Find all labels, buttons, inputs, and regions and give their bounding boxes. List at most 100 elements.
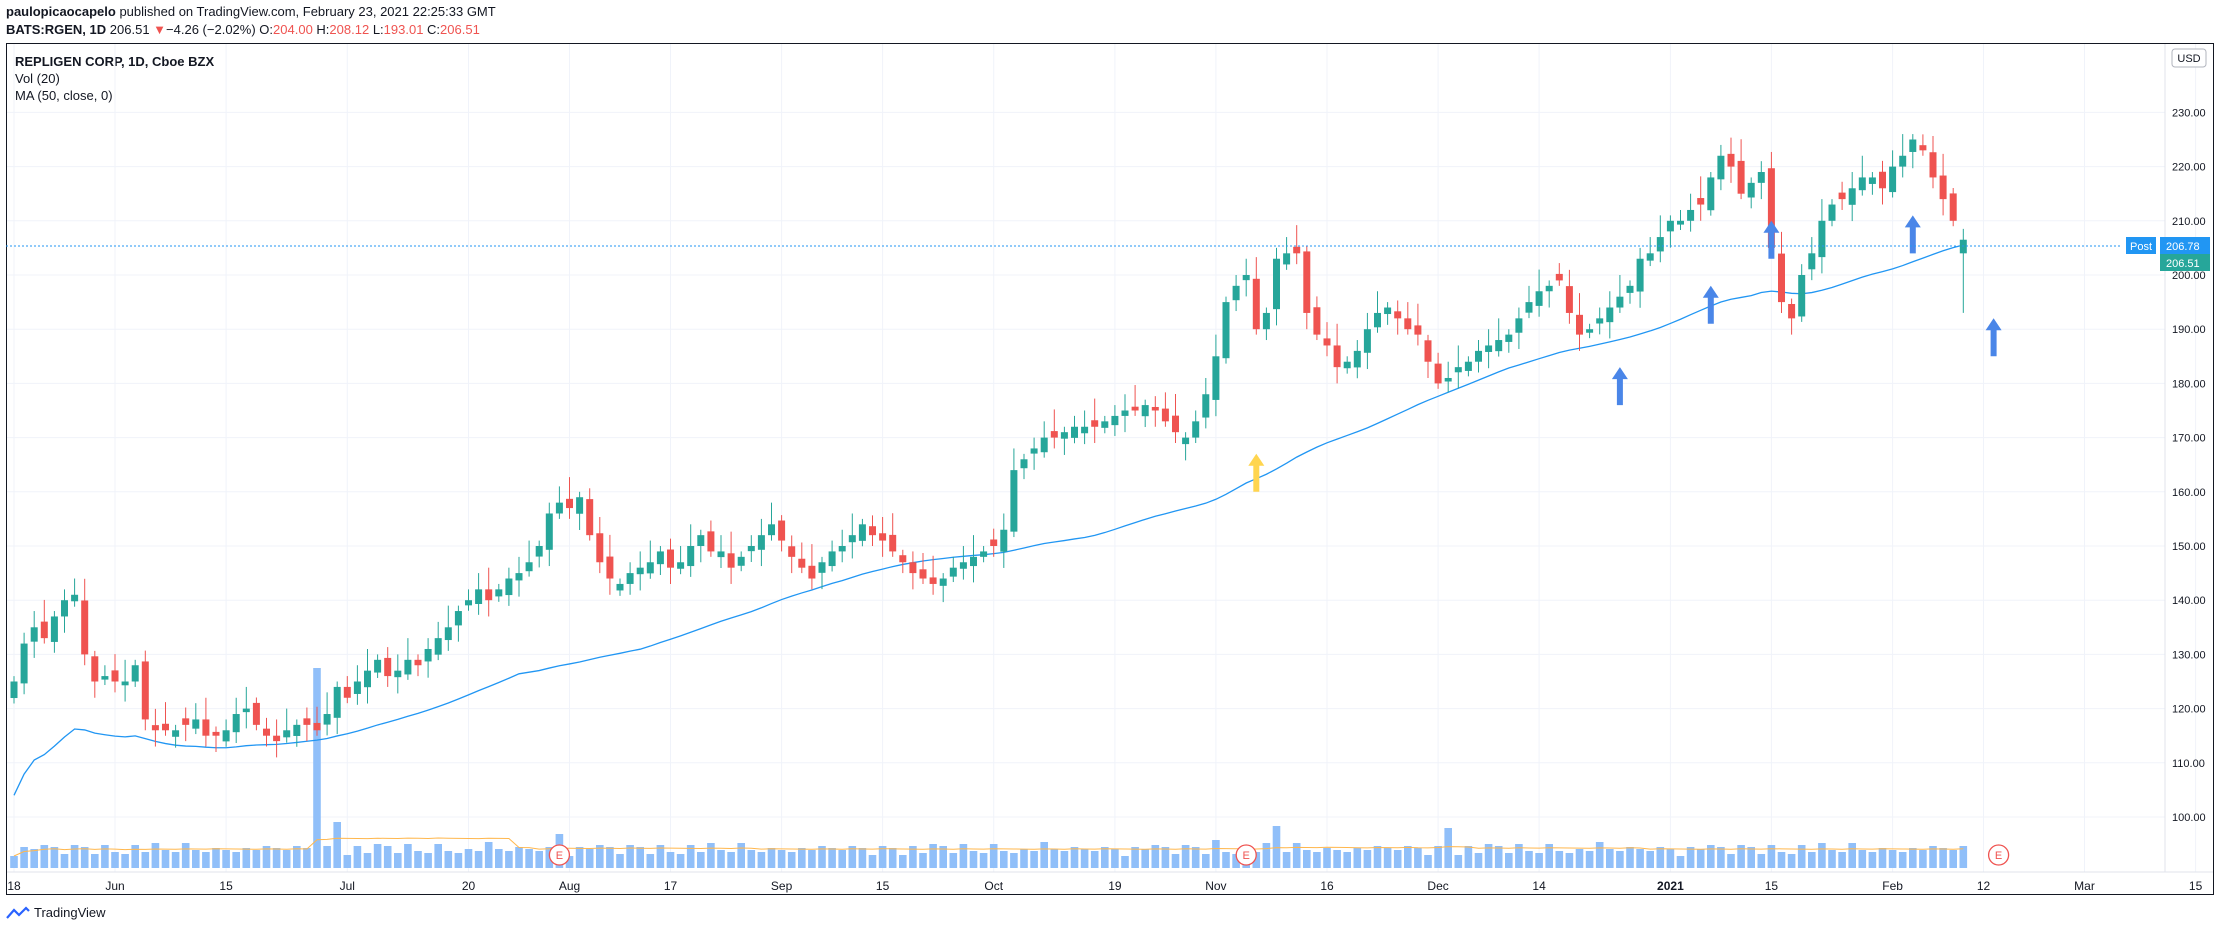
- volume-bar: [293, 846, 301, 868]
- volume-bar: [1818, 843, 1826, 868]
- candle-body: [828, 551, 836, 567]
- candle-body: [990, 539, 998, 546]
- y-tick-label: 230.00: [2172, 107, 2206, 119]
- volume-bar: [161, 850, 170, 868]
- candle-body: [465, 600, 472, 606]
- volume-bar: [1757, 854, 1766, 868]
- ma-50-line: [13, 244, 1964, 796]
- volume-bar: [1383, 848, 1392, 868]
- candle-body: [566, 498, 573, 509]
- candle-body: [768, 524, 775, 536]
- candle-body: [1071, 426, 1078, 438]
- y-tick-label: 220.00: [2172, 162, 2206, 174]
- volume-bar: [505, 851, 513, 868]
- y-tick-label: 130.00: [2172, 649, 2206, 661]
- candle-body: [1959, 239, 1967, 254]
- currency-badge[interactable]: USD: [2171, 48, 2207, 68]
- volume-bar: [1070, 847, 1079, 868]
- volume-bar: [1707, 845, 1715, 868]
- volume-bar: [989, 844, 998, 868]
- volume-bar: [1767, 845, 1776, 868]
- candle-body: [838, 546, 846, 552]
- candle-body: [717, 551, 725, 558]
- candle-body: [394, 670, 402, 678]
- volume-bar: [1101, 847, 1109, 868]
- volume-bar: [1464, 846, 1473, 868]
- candle-body: [1879, 171, 1886, 189]
- volume-bar: [1262, 843, 1271, 868]
- y-tick-label: 180.00: [2172, 378, 2206, 390]
- volume-bar: [646, 854, 655, 868]
- volume-bar: [313, 668, 321, 868]
- volume-bar: [1313, 852, 1321, 868]
- candle-body: [1626, 285, 1634, 293]
- publisher-name[interactable]: paulopicaocapelo: [6, 4, 116, 19]
- candle-body: [162, 723, 169, 731]
- volume-bar: [575, 847, 584, 868]
- candle-body: [1384, 307, 1392, 315]
- volume-bar: [1747, 847, 1755, 868]
- x-tick-label: 16: [1320, 879, 1334, 893]
- candle-body: [313, 722, 321, 731]
- candle-body: [212, 731, 220, 736]
- candle-body: [172, 730, 180, 737]
- candle-body: [626, 573, 634, 584]
- volume-bar: [1808, 852, 1816, 868]
- candle-body: [1515, 318, 1523, 333]
- candle-body: [848, 535, 856, 543]
- y-tick-label: 150.00: [2172, 541, 2206, 553]
- candle-body: [1434, 363, 1442, 384]
- volume-bar: [151, 843, 160, 868]
- x-tick-label: 17: [664, 879, 678, 893]
- volume-bar: [868, 855, 877, 868]
- volume-bar: [1393, 850, 1402, 868]
- volume-bar: [737, 843, 745, 868]
- volume-bar: [1010, 853, 1018, 868]
- candle-body: [1606, 307, 1614, 323]
- volume-bar: [777, 850, 786, 868]
- candle-body: [869, 526, 876, 536]
- volume-bar: [798, 848, 806, 868]
- volume-bar: [747, 850, 756, 868]
- candle-body: [1262, 312, 1270, 330]
- time-axis[interactable]: 18 Jun 15 Jul 20 Aug 17 Sep 15 Oct 19 Nov 16 Dec 14 202…: [7, 871, 2213, 893]
- chart-header: paulopicaocapelo published on TradingVie…: [6, 3, 496, 39]
- candle-body: [757, 535, 765, 550]
- candle-body: [1485, 345, 1493, 352]
- candle-body: [1414, 325, 1422, 335]
- brand-name: TradingView: [34, 905, 106, 920]
- legend-ma[interactable]: MA (50, close, 0): [15, 88, 113, 103]
- volume-bar: [666, 852, 675, 868]
- volume-bar: [899, 855, 907, 868]
- volume-bar: [939, 846, 947, 868]
- volume-bar: [343, 855, 352, 868]
- volume-bar: [1191, 847, 1200, 868]
- volume-bar: [1303, 850, 1311, 868]
- candle-body: [374, 659, 382, 673]
- candle-body: [333, 686, 341, 718]
- volume-bar: [1272, 826, 1281, 868]
- post-value: 206.78: [2166, 241, 2200, 253]
- annotation-arrows: [1248, 215, 2002, 492]
- y-tick-label: 120.00: [2172, 704, 2206, 716]
- candle-body: [545, 513, 553, 550]
- candle-body: [747, 546, 755, 552]
- x-tick-label: Dec: [1427, 879, 1448, 893]
- volume-bar: [141, 852, 150, 868]
- candle-body: [343, 686, 351, 698]
- candle-body: [293, 724, 301, 736]
- volume-bar: [232, 852, 240, 868]
- legend-volume[interactable]: Vol (20): [15, 71, 60, 86]
- volume-bar: [40, 845, 49, 868]
- candle-body: [1444, 377, 1452, 382]
- footer-brand[interactable]: TradingView: [6, 905, 106, 920]
- candle-body: [424, 648, 432, 662]
- candle-body: [1222, 302, 1230, 359]
- candle-body: [1202, 394, 1210, 418]
- volume-bar: [1575, 849, 1584, 868]
- candle-body: [858, 524, 866, 541]
- price-axis[interactable]: 100.00 110.00 120.00 130.00 140.00 150.00 160.…: [2164, 44, 2206, 872]
- candle-body: [232, 714, 240, 733]
- volume-bar: [1494, 846, 1503, 868]
